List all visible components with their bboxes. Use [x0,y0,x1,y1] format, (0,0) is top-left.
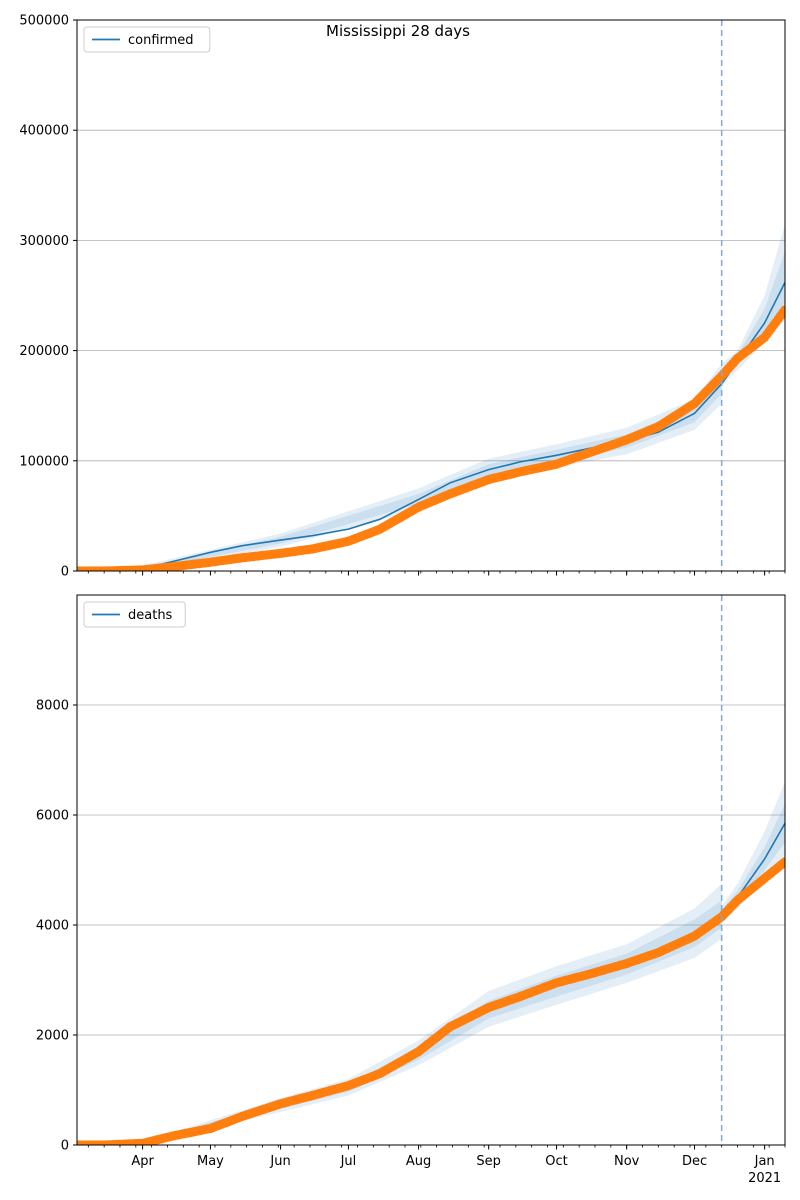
deaths-y-tick-label: 0 [61,1139,69,1154]
deaths-y-tick-label: 2000 [36,1029,69,1044]
deaths-x-tick-label: Jun [269,1154,290,1169]
deaths-x-tick-label: Oct [545,1154,567,1169]
confirmed-y-tick-label: 300000 [19,234,69,249]
deaths-legend: deaths [83,601,186,628]
deaths-uncertainty-band [721,782,785,923]
deaths-y-tick-label: 6000 [36,809,69,824]
deaths-legend-label: deaths [128,608,173,623]
confirmed-legend: confirmed [83,26,211,53]
deaths-legend-box [83,601,186,628]
confirmed-y-tick-label: 200000 [19,344,69,359]
confirmed-legend-label: confirmed [128,33,194,48]
deaths-y-tick-label: 4000 [36,919,69,934]
deaths-axes-frame [76,594,786,1146]
deaths-uncertainty-band [77,900,722,1145]
deaths-x-tick-label: Apr [131,1154,154,1169]
confirmed-y-tick-label: 100000 [19,454,69,469]
deaths-plot-area [77,782,785,1145]
confirmed-panel: 0 100000 200000 300000 400000 500000 confirmed [19,14,786,580]
deaths-y-tick-label: 8000 [36,699,69,714]
deaths-observed-series [77,857,785,1145]
confirmed-observed-series [77,305,785,571]
deaths-x-tick-label: Nov [614,1154,640,1169]
deaths-uncertainty-band [77,883,722,1145]
deaths-x-tick-label: Aug [406,1154,431,1169]
deaths-model-line [77,822,785,1145]
deaths-x-year-label: 2021 [748,1171,781,1186]
deaths-x-tick-label: Sep [476,1154,501,1169]
deaths-panel: 0 2000 4000 6000 8000 Apr May Jun Jul Aug Sep Oct No… [36,594,786,1186]
deaths-x-tick-label: Jul [340,1154,357,1169]
confirmed-axes-frame [76,19,786,572]
confirmed-y-tick-label: 400000 [19,124,69,139]
confirmed-legend-box [83,26,211,53]
deaths-x-tick-label: Jan [754,1154,775,1169]
confirmed-observed-point [780,305,785,315]
confirmed-y-tick-label: 0 [61,565,69,580]
deaths-x-tick-label: May [197,1154,224,1169]
confirmed-uncertainty-band [77,363,722,571]
confirmed-model-line [77,281,785,571]
confirmed-uncertainty-band [77,372,722,571]
deaths-observed-point [780,857,785,867]
deaths-x-tick-label: Dec [682,1154,707,1169]
confirmed-plot-area [77,223,785,571]
figure-title: Mississippi 28 days [326,22,470,40]
confirmed-y-tick-label: 500000 [19,14,69,29]
